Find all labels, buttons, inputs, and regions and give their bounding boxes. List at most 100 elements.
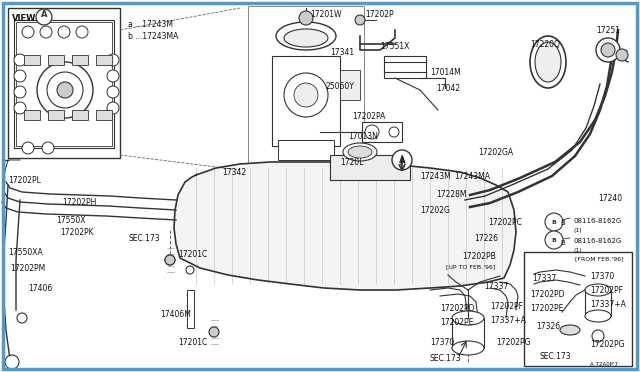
Text: 17202PE: 17202PE bbox=[440, 318, 474, 327]
Circle shape bbox=[209, 327, 219, 337]
Circle shape bbox=[14, 70, 26, 82]
Circle shape bbox=[294, 83, 318, 107]
Ellipse shape bbox=[585, 310, 611, 322]
Ellipse shape bbox=[284, 29, 328, 47]
Bar bbox=[272, 56, 340, 146]
Text: 17370: 17370 bbox=[430, 338, 454, 347]
Text: 17337+A: 17337+A bbox=[490, 316, 526, 325]
Text: 17202PE: 17202PE bbox=[530, 304, 563, 313]
Circle shape bbox=[107, 102, 119, 114]
Circle shape bbox=[5, 355, 19, 369]
Text: 17341: 17341 bbox=[330, 48, 354, 57]
Polygon shape bbox=[174, 162, 516, 290]
Text: 17226: 17226 bbox=[474, 234, 498, 243]
Text: 17013N: 17013N bbox=[348, 132, 378, 141]
Text: 17202PM: 17202PM bbox=[10, 264, 45, 273]
Text: 17202PG: 17202PG bbox=[496, 338, 531, 347]
Ellipse shape bbox=[535, 42, 561, 82]
Circle shape bbox=[58, 26, 70, 38]
Circle shape bbox=[545, 231, 563, 249]
Text: 17202PG: 17202PG bbox=[590, 340, 625, 349]
Text: 17337: 17337 bbox=[484, 282, 508, 291]
Circle shape bbox=[37, 62, 93, 118]
Text: 17202PF: 17202PF bbox=[590, 286, 623, 295]
Circle shape bbox=[389, 127, 399, 137]
Text: SEC.173: SEC.173 bbox=[430, 354, 461, 363]
Text: 17220Q: 17220Q bbox=[530, 40, 560, 49]
Circle shape bbox=[17, 313, 27, 323]
Text: 17014M: 17014M bbox=[430, 68, 461, 77]
Ellipse shape bbox=[560, 325, 580, 335]
Text: 17202PH: 17202PH bbox=[62, 198, 97, 207]
Text: 17202G: 17202G bbox=[420, 206, 450, 215]
Circle shape bbox=[545, 213, 563, 231]
Ellipse shape bbox=[276, 22, 336, 50]
Bar bbox=[96, 55, 112, 65]
Circle shape bbox=[14, 54, 26, 66]
Text: [UP TO FEB.'96]: [UP TO FEB.'96] bbox=[446, 264, 495, 269]
Ellipse shape bbox=[585, 284, 611, 296]
Text: B: B bbox=[560, 240, 564, 246]
Text: (1): (1) bbox=[574, 228, 582, 233]
Text: 17202PK: 17202PK bbox=[60, 228, 93, 237]
Text: 08116-8162G: 08116-8162G bbox=[574, 238, 622, 244]
Text: [FROM FEB.'96]: [FROM FEB.'96] bbox=[575, 256, 623, 261]
Bar bbox=[452, 318, 484, 348]
Circle shape bbox=[42, 142, 54, 154]
Circle shape bbox=[76, 26, 88, 38]
Circle shape bbox=[107, 70, 119, 82]
Bar bbox=[585, 290, 611, 316]
Text: 17042: 17042 bbox=[436, 84, 460, 93]
Text: 17228M: 17228M bbox=[436, 190, 467, 199]
Circle shape bbox=[596, 38, 620, 62]
Circle shape bbox=[107, 54, 119, 66]
Text: 17337+A: 17337+A bbox=[590, 300, 626, 309]
Text: a ...17243M: a ...17243M bbox=[128, 20, 173, 29]
Text: 17201C: 17201C bbox=[178, 250, 207, 259]
Text: 17551X: 17551X bbox=[380, 42, 410, 51]
Text: 25060Y: 25060Y bbox=[326, 82, 355, 91]
Text: (1): (1) bbox=[574, 248, 582, 253]
Bar bbox=[248, 6, 364, 166]
Text: 17337: 17337 bbox=[532, 274, 556, 283]
Circle shape bbox=[165, 255, 175, 265]
Circle shape bbox=[14, 102, 26, 114]
Text: 17202PD: 17202PD bbox=[530, 290, 564, 299]
Ellipse shape bbox=[530, 36, 566, 88]
Circle shape bbox=[186, 266, 194, 274]
Ellipse shape bbox=[348, 146, 372, 158]
Bar bbox=[362, 122, 402, 142]
Text: SEC.173: SEC.173 bbox=[128, 234, 159, 243]
Bar bbox=[48, 110, 64, 120]
Bar bbox=[14, 20, 114, 148]
Bar bbox=[24, 55, 40, 65]
Bar bbox=[524, 252, 632, 366]
Bar bbox=[330, 155, 410, 180]
Text: 17202PD: 17202PD bbox=[440, 304, 474, 313]
Text: 17550XA: 17550XA bbox=[8, 248, 43, 257]
Text: 17202PC: 17202PC bbox=[488, 218, 522, 227]
Text: 17550X: 17550X bbox=[56, 216, 86, 225]
Circle shape bbox=[107, 86, 119, 98]
Text: B: B bbox=[552, 219, 556, 224]
Bar bbox=[16, 22, 112, 146]
Text: 17243MA: 17243MA bbox=[454, 172, 490, 181]
Bar bbox=[278, 140, 334, 160]
Text: 17251: 17251 bbox=[596, 26, 620, 35]
Text: 17201C: 17201C bbox=[178, 338, 207, 347]
Bar bbox=[96, 110, 112, 120]
Circle shape bbox=[47, 72, 83, 108]
Text: B: B bbox=[560, 220, 564, 226]
Bar bbox=[72, 110, 88, 120]
Circle shape bbox=[392, 150, 412, 170]
Bar bbox=[8, 8, 120, 158]
Bar bbox=[48, 55, 64, 65]
Bar bbox=[340, 70, 360, 100]
Text: 08116-8162G: 08116-8162G bbox=[574, 218, 622, 224]
Circle shape bbox=[165, 255, 175, 265]
Circle shape bbox=[36, 9, 52, 25]
Circle shape bbox=[299, 11, 313, 25]
Text: A: A bbox=[399, 155, 405, 164]
Ellipse shape bbox=[343, 143, 377, 161]
Text: SEC.173: SEC.173 bbox=[540, 352, 572, 361]
